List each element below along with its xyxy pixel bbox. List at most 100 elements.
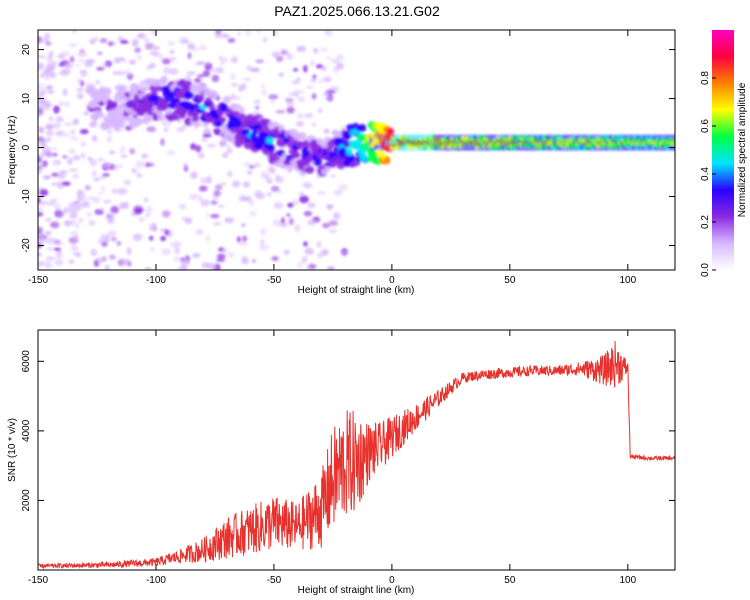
- spectrogram-noise-blob: [109, 150, 114, 154]
- spectrogram-x-ticks: -150 -100 -50 0 50 100: [28, 30, 637, 286]
- spectrogram-noise-blob: [41, 174, 49, 180]
- spectrogram-noise-blob: [219, 181, 227, 187]
- spectrogram-noise-blob: [38, 85, 43, 90]
- spectrogram-noise-blob: [260, 227, 267, 236]
- spectrogram-noise-blob: [194, 62, 200, 67]
- spectrogram-noise-blob: [324, 30, 333, 37]
- spectrogram-noise-blob: [48, 50, 54, 57]
- spectrogram-noise-blob: [296, 112, 305, 119]
- y-tick-label: 10: [21, 93, 32, 105]
- x-tick-label: -100: [146, 275, 166, 286]
- spectrogram-ridge-blob: [358, 124, 367, 132]
- spectrogram-band: [385, 134, 388, 151]
- spectrogram-noise-blob: [109, 254, 116, 260]
- spectrogram-ridge-blob: [324, 165, 331, 172]
- spectrogram-noise-blob: [336, 62, 344, 70]
- spectrogram-noise-blob: [275, 109, 286, 114]
- spectrogram-noise-blob: [93, 177, 100, 182]
- spectrogram-noise-blob: [312, 74, 317, 79]
- spectrogram-noise-blob: [271, 51, 280, 59]
- spectrogram-noise-blob: [252, 162, 261, 168]
- spectrogram-noise-blob: [38, 239, 46, 246]
- spectrogram-noise-blob: [286, 53, 294, 60]
- spectrogram-noise-blob: [253, 99, 261, 105]
- spectrogram-noise-blob: [104, 234, 110, 242]
- spectrogram-noise-blob: [83, 111, 90, 116]
- spectrogram-noise-blob: [260, 171, 269, 179]
- spectrogram-noise-blob: [287, 202, 294, 208]
- spectrogram-noise-blob: [212, 221, 222, 226]
- spectrogram-noise-blob: [46, 151, 53, 158]
- spectrogram-noise-blob: [124, 201, 129, 210]
- spectrogram-noise-blob: [299, 195, 309, 204]
- spectrogram-ridge-blob: [171, 115, 180, 121]
- spectrogram-noise-blob: [39, 236, 45, 241]
- spectrogram-noise-blob: [106, 135, 112, 143]
- spectrogram-noise-blob: [321, 222, 331, 229]
- spectrogram-noise-blob: [296, 120, 304, 127]
- spectrogram-noise-blob: [325, 56, 332, 60]
- spectrogram-noise-blob: [183, 165, 189, 172]
- spectrogram-noise-blob: [72, 154, 81, 161]
- y-tick-label: 4000: [21, 419, 32, 442]
- spectrogram-noise-blob: [303, 210, 313, 217]
- spectrogram-noise-blob: [78, 217, 84, 223]
- y-tick-label: 6000: [21, 350, 32, 373]
- spectrogram-noise-blob: [57, 181, 64, 189]
- spectrogram-noise-blob: [38, 156, 42, 164]
- spectrogram-noise-blob: [301, 181, 311, 188]
- spectrogram-noise-blob: [311, 122, 317, 127]
- spectrogram-noise-blob: [77, 59, 87, 63]
- spectrogram-noise-blob: [116, 240, 122, 246]
- spectrogram-noise-blob: [304, 112, 314, 119]
- spectrogram-noise-blob: [75, 253, 81, 258]
- spectrogram-noise-blob: [102, 173, 110, 177]
- spectrogram-noise-blob: [68, 202, 78, 208]
- spectrogram-noise-blob: [319, 47, 328, 52]
- spectrogram-ridge-blob: [191, 83, 200, 93]
- spectrogram-ridge-blob: [95, 112, 105, 118]
- spectrogram-noise-blob: [164, 229, 170, 236]
- spectrogram-noise-blob: [204, 61, 212, 65]
- spectrogram-noise-blob: [122, 59, 128, 63]
- spectrogram-noise-blob: [54, 203, 62, 211]
- snr-y-label: SNR (10 * v/v): [7, 418, 18, 482]
- spectrogram-noise-blob: [311, 93, 317, 100]
- spectrogram-noise-blob: [38, 62, 45, 69]
- spectrogram-noise-blob: [267, 178, 273, 184]
- spectrogram-noise-blob: [242, 77, 252, 82]
- spectrogram-noise-blob: [38, 212, 44, 217]
- spectrogram-noise-blob: [286, 106, 295, 114]
- spectrogram-noise-blob: [58, 63, 64, 67]
- spectrogram-noise-blob: [58, 101, 64, 106]
- spectrogram-noise-blob: [160, 235, 167, 242]
- spectrogram-noise-blob: [144, 212, 151, 218]
- spectrogram-ridge-blob: [384, 156, 391, 165]
- snr-series-line: [38, 340, 675, 570]
- spectrogram-noise-blob: [325, 89, 336, 95]
- colorbar-tick-label: 0.2: [700, 215, 711, 229]
- spectrogram-band: [369, 134, 372, 151]
- spectrogram-noise-blob: [43, 200, 50, 205]
- spectrogram-noise-blob: [259, 244, 270, 251]
- spectrogram-noise-blob: [141, 153, 149, 159]
- spectrogram-noise-blob: [193, 77, 202, 84]
- spectrogram-noise-blob: [193, 47, 200, 52]
- spectrogram-ridge-blob: [345, 147, 353, 156]
- y-tick-label: 0: [21, 144, 32, 150]
- spectrogram-noise-blob: [79, 128, 89, 135]
- spectrogram-noise-blob: [161, 58, 171, 65]
- spectrogram-noise-blob: [79, 49, 85, 54]
- spectrogram-noise-blob: [297, 96, 306, 103]
- spectrogram-ridge-blob: [351, 160, 361, 167]
- spectrogram-noise-blob: [45, 85, 53, 90]
- spectrogram-noise-blob: [173, 256, 182, 263]
- spectrogram-noise-blob: [196, 74, 205, 78]
- spectrogram-noise-blob: [38, 127, 42, 131]
- spectrogram-noise-blob: [62, 88, 68, 97]
- spectrogram-noise-blob: [143, 197, 149, 203]
- spectrogram-noise-blob: [106, 211, 112, 219]
- spectrogram-noise-blob: [198, 44, 207, 51]
- x-tick-label: -50: [267, 275, 282, 286]
